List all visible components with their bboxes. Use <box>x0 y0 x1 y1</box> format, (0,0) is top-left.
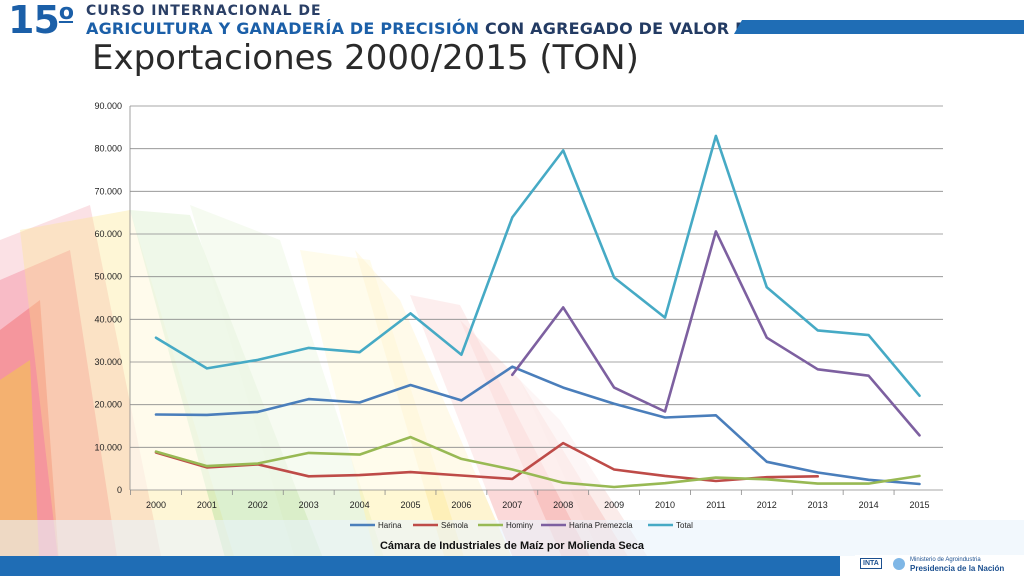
series-line-hominy <box>154 435 921 489</box>
header-stripe <box>734 20 1024 34</box>
legend-label: Hominy <box>506 521 533 530</box>
series-line-harina <box>154 365 921 486</box>
source-caption: Cámara de Industriales de Maíz por Molie… <box>379 540 645 552</box>
course-title-line1: CURSO INTERNACIONAL DE <box>86 3 322 19</box>
y-tick-label: 70.000 <box>94 186 122 196</box>
y-tick-label: 90.000 <box>94 101 122 111</box>
x-tick-label: 2012 <box>757 500 777 510</box>
x-tick-label: 2010 <box>655 500 675 510</box>
y-tick-label: 0 <box>117 485 122 495</box>
legend-label: Total <box>676 521 693 530</box>
ministry-line1: Ministerio de Agroindustria <box>910 557 981 563</box>
ordinal-mark: o <box>58 0 74 25</box>
slide-title: Exportaciones 2000/2015 (TON) <box>92 38 639 78</box>
x-tick-label: 2008 <box>553 500 573 510</box>
series-line-harina-premezcla <box>510 230 921 437</box>
course-number: 15o <box>8 0 74 42</box>
y-tick-label: 20.000 <box>94 400 122 410</box>
x-tick-label: 2005 <box>400 500 420 510</box>
x-tick-label: 2001 <box>197 500 217 510</box>
x-tick-label: 2013 <box>808 500 828 510</box>
x-tick-label: 2011 <box>706 500 725 510</box>
ministry-emblem-icon <box>893 558 905 570</box>
y-tick-label: 80.000 <box>94 144 122 154</box>
x-tick-label: 2003 <box>299 500 319 510</box>
y-tick-label: 30.000 <box>94 357 122 367</box>
x-tick-label: 2014 <box>859 500 879 510</box>
y-tick-label: 10.000 <box>94 442 122 452</box>
legend-label: Harina Premezcla <box>569 521 633 530</box>
inta-logo: INTA <box>860 558 882 569</box>
legend-label: Harina <box>378 521 402 530</box>
x-tick-label: 2000 <box>146 500 166 510</box>
footer-bar <box>0 556 840 576</box>
y-tick-label: 60.000 <box>94 229 122 239</box>
legend-label: Sémola <box>441 521 469 530</box>
course-header: 15o CURSO INTERNACIONAL DE AGRICULTURA Y… <box>0 0 1024 42</box>
x-tick-label: 2004 <box>350 500 370 510</box>
x-tick-label: 2006 <box>451 500 471 510</box>
y-tick-label: 50.000 <box>94 272 122 282</box>
y-tick-label: 40.000 <box>94 314 122 324</box>
series-line-s-mola <box>154 441 819 483</box>
x-tick-label: 2015 <box>909 500 929 510</box>
series-line-total <box>154 134 921 397</box>
plot-area <box>130 106 943 490</box>
x-tick-label: 2007 <box>502 500 522 510</box>
x-tick-label: 2009 <box>604 500 624 510</box>
x-tick-label: 2002 <box>248 500 268 510</box>
course-title-part1: AGRICULTURA Y GANADERÍA DE PRECISIÓN <box>86 19 480 38</box>
ministry-line2: Presidencia de la Nación <box>910 564 1005 573</box>
